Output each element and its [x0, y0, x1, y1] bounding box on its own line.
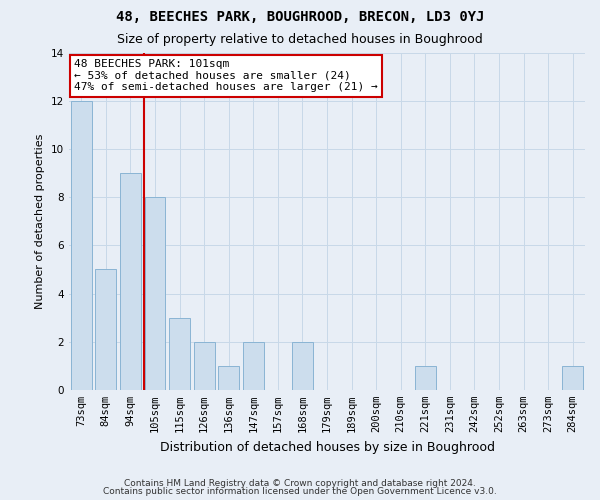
Bar: [95, 270, 116, 390]
Bar: [218, 366, 239, 390]
Y-axis label: Number of detached properties: Number of detached properties: [35, 134, 46, 309]
Text: Size of property relative to detached houses in Boughrood: Size of property relative to detached ho…: [117, 32, 483, 46]
Bar: [562, 366, 583, 390]
Bar: [243, 342, 264, 390]
X-axis label: Distribution of detached houses by size in Boughrood: Distribution of detached houses by size …: [160, 440, 494, 454]
Bar: [194, 342, 215, 390]
Bar: [292, 342, 313, 390]
Bar: [415, 366, 436, 390]
Bar: [145, 197, 166, 390]
Text: 48, BEECHES PARK, BOUGHROOD, BRECON, LD3 0YJ: 48, BEECHES PARK, BOUGHROOD, BRECON, LD3…: [116, 10, 484, 24]
Bar: [71, 100, 92, 390]
Bar: [120, 173, 141, 390]
Bar: [169, 318, 190, 390]
Text: Contains public sector information licensed under the Open Government Licence v3: Contains public sector information licen…: [103, 487, 497, 496]
Text: 48 BEECHES PARK: 101sqm
← 53% of detached houses are smaller (24)
47% of semi-de: 48 BEECHES PARK: 101sqm ← 53% of detache…: [74, 59, 378, 92]
Text: Contains HM Land Registry data © Crown copyright and database right 2024.: Contains HM Land Registry data © Crown c…: [124, 478, 476, 488]
